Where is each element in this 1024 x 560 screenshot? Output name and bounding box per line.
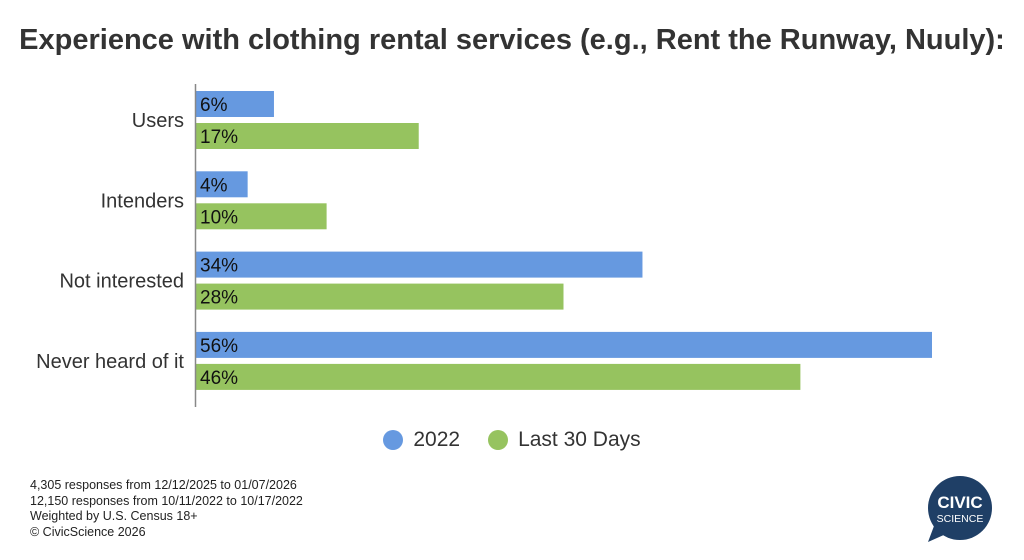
data-label-2022-users: 6% [200, 95, 228, 116]
footer-line-copyright: © CivicScience 2026 [30, 524, 146, 539]
bar-2022-never-heard-of-it [196, 331, 932, 358]
bars: 6% 17% 4% 10% 34% 28% 56% 46% [196, 91, 932, 390]
data-label-last-30-days-not-interested: 28% [200, 288, 238, 309]
legend-item-2022[interactable]: 2022 [383, 428, 460, 452]
category-label-intenders: Intenders [101, 190, 184, 212]
category-labels: Users Intenders Not interested Never heard … [36, 110, 184, 373]
footer-line-responses-2022: 12,150 responses from 10/11/2022 to 10/1… [30, 493, 303, 508]
data-label-last-30-days-users: 17% [200, 127, 238, 148]
category-label-never-heard-of-it: Never heard of it [36, 351, 184, 373]
bar-last-30-days-users [196, 123, 419, 149]
logo-text-science: SCIENCE [937, 513, 984, 525]
bar-chart: Users Intenders Not interested Never heard … [36, 84, 932, 407]
legend-swatch-2022 [383, 430, 404, 450]
legend-swatch-last-30-days [488, 430, 509, 450]
footer-notes: 4,305 responses from 12/12/2025 to 01/07… [30, 478, 303, 540]
legend-label-2022: 2022 [413, 428, 461, 451]
bar-2022-intenders [196, 171, 248, 198]
footer-line-responses-2025: 4,305 responses from 12/12/2025 to 01/07… [30, 478, 297, 492]
data-label-2022-intenders: 4% [200, 175, 228, 196]
bar-last-30-days-intenders [196, 203, 327, 230]
legend-label-last-30-days: Last 30 Days [518, 428, 641, 451]
data-label-last-30-days-intenders: 10% [200, 207, 238, 228]
category-label-users: Users [132, 110, 184, 132]
bar-last-30-days-not-interested [196, 283, 564, 310]
data-label-2022-not-interested: 34% [200, 256, 238, 277]
civicscience-logo: CIVIC SCIENCE [928, 476, 992, 542]
bar-last-30-days-never-heard-of-it [196, 363, 801, 390]
chart-title: Experience with clothing rental services… [19, 24, 1005, 56]
logo-text-civic: CIVIC [937, 493, 982, 512]
footer-line-weighting: Weighted by U.S. Census 18+ [30, 509, 198, 523]
data-label-last-30-days-never-heard-of-it: 46% [200, 368, 238, 389]
category-label-not-interested: Not interested [59, 271, 184, 293]
bar-2022-users [196, 91, 274, 117]
bar-2022-not-interested [196, 251, 643, 278]
legend-item-last-30-days[interactable]: Last 30 Days [488, 428, 641, 452]
legend: 2022 Last 30 Days [0, 428, 1024, 452]
data-label-2022-never-heard-of-it: 56% [200, 336, 238, 357]
